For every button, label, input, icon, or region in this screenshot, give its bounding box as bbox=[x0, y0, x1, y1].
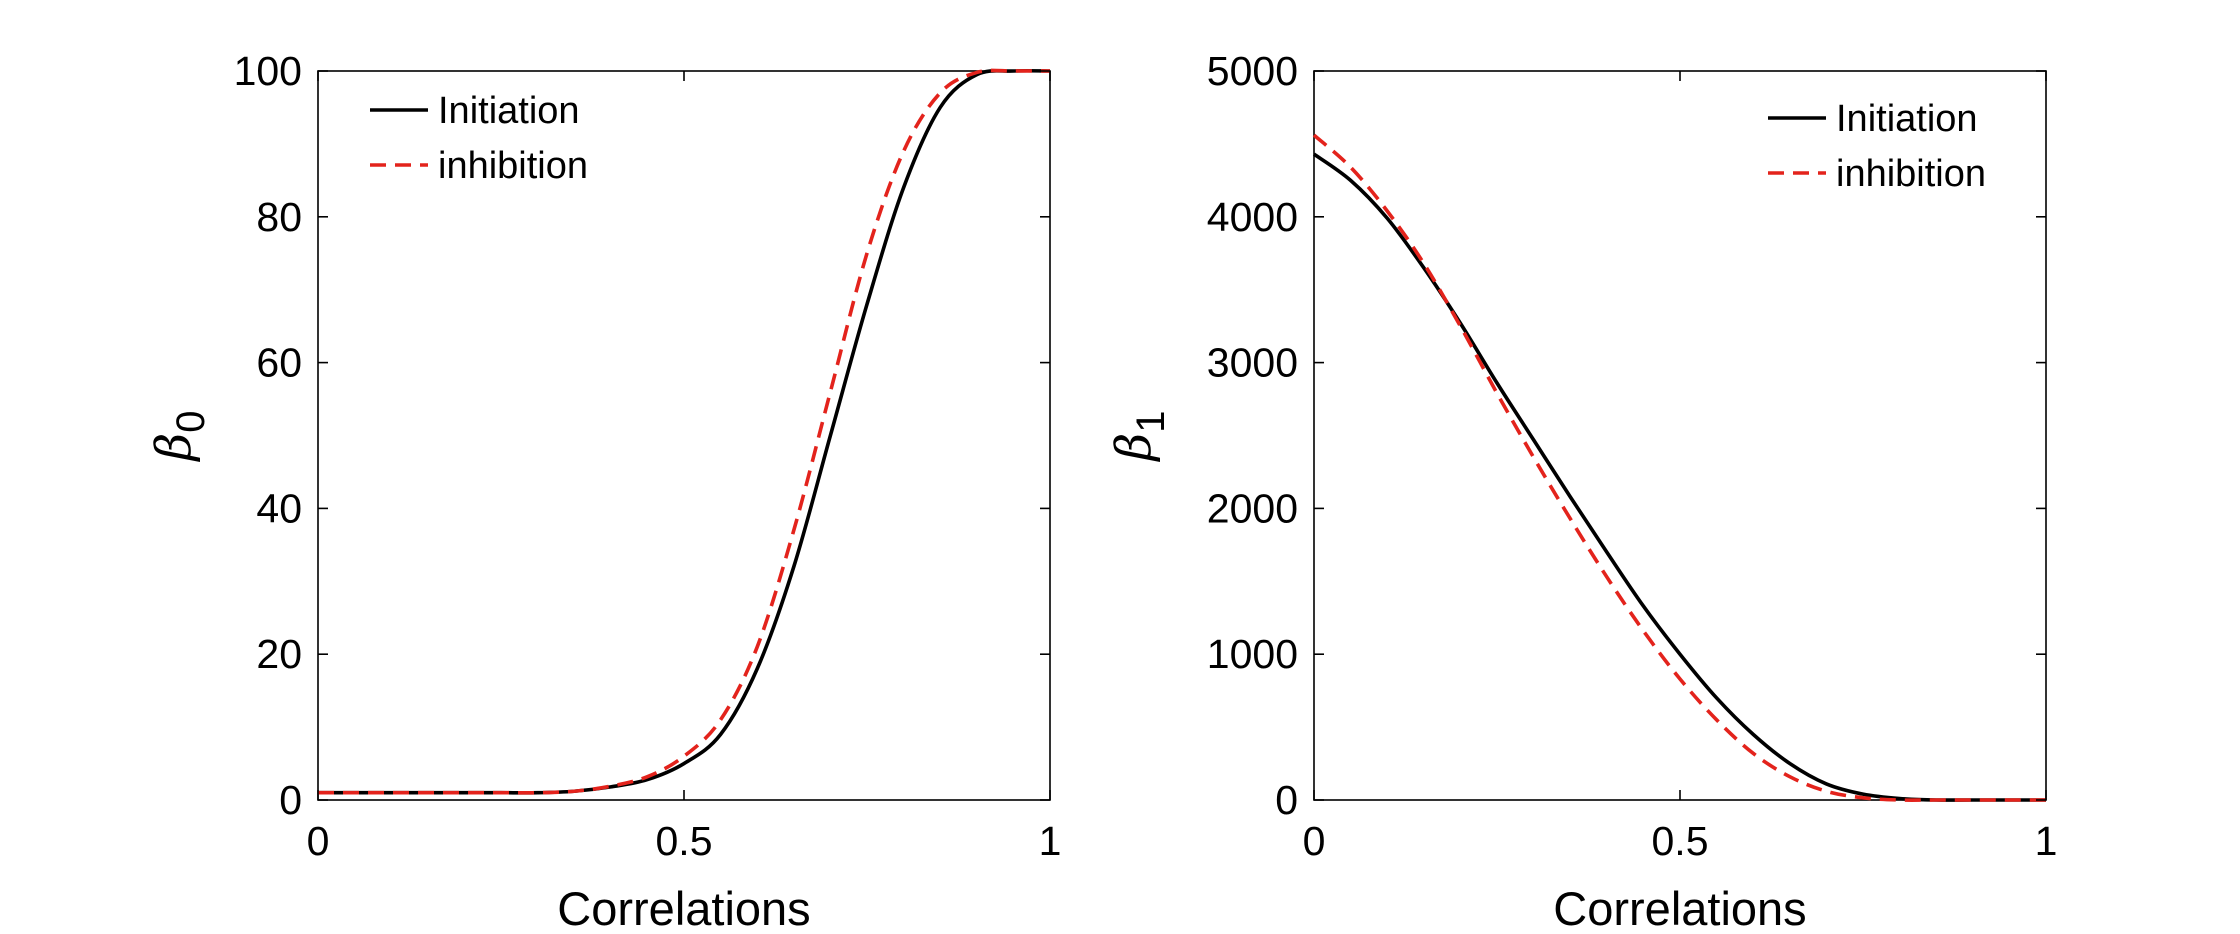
left-legend-label-initiation: Initiation bbox=[438, 90, 580, 132]
right-legend-label-initiation: Initiation bbox=[1836, 98, 1978, 140]
left-y-tick-label: 100 bbox=[234, 48, 302, 94]
right-x-tick-label: 0.5 bbox=[1652, 818, 1709, 864]
left-tick-labels: 0 0.5 1 0 20 40 60 80 100 bbox=[234, 48, 1062, 864]
left-series-layer bbox=[317, 68, 1051, 795]
left-y-tick-label: 40 bbox=[256, 485, 302, 531]
left-y-axis-label-symbol: β bbox=[146, 433, 202, 463]
right-tick-labels: 0 0.5 1 0 1000 2000 3000 4000 5000 bbox=[1207, 48, 2058, 864]
right-y-tick-label: 5000 bbox=[1207, 48, 1298, 94]
right-y-tick-label: 2000 bbox=[1207, 485, 1298, 531]
right-series-initiation-line bbox=[1312, 152, 2046, 802]
right-x-axis-label: Correlations bbox=[1553, 882, 1806, 934]
left-y-tick-label: 20 bbox=[256, 631, 302, 677]
left-y-axis-label-subscript: 0 bbox=[169, 411, 213, 433]
right-x-tick-label: 1 bbox=[2035, 818, 2058, 864]
left-x-axis-label: Correlations bbox=[557, 882, 810, 934]
right-y-tick-label: 3000 bbox=[1207, 340, 1298, 386]
left-x-tick-label: 1 bbox=[1039, 818, 1062, 864]
right-tick-marks bbox=[1313, 70, 2047, 801]
right-y-axis-label-subscript: 1 bbox=[1129, 411, 1173, 433]
left-x-tick-label: 0.5 bbox=[656, 818, 713, 864]
left-y-tick-label: 0 bbox=[279, 777, 302, 823]
right-series-layer bbox=[1312, 133, 2046, 802]
right-y-tick-label: 0 bbox=[1275, 777, 1298, 823]
right-series-inhibition-line bbox=[1312, 133, 2046, 802]
left-y-tick-label: 60 bbox=[256, 340, 302, 386]
right-legend-label-inhibition: inhibition bbox=[1836, 153, 1986, 195]
left-x-tick-label: 0 bbox=[307, 818, 330, 864]
left-y-tick-label: 80 bbox=[256, 194, 302, 240]
left-legend-label-inhibition: inhibition bbox=[438, 145, 588, 187]
left-tick-marks bbox=[317, 70, 1051, 801]
right-y-tick-label: 4000 bbox=[1207, 194, 1298, 240]
left-series-inhibition-line bbox=[317, 68, 1051, 795]
left-y-axis-label: β0 bbox=[146, 411, 213, 463]
right-y-tick-label: 1000 bbox=[1207, 631, 1298, 677]
right-y-axis-label-symbol: β bbox=[1106, 433, 1162, 463]
right-legend: Initiation inhibition bbox=[1768, 98, 1986, 195]
left-legend: Initiation inhibition bbox=[370, 90, 588, 187]
right-x-tick-label: 0 bbox=[1303, 818, 1326, 864]
right-y-axis-label: β1 bbox=[1106, 411, 1173, 463]
